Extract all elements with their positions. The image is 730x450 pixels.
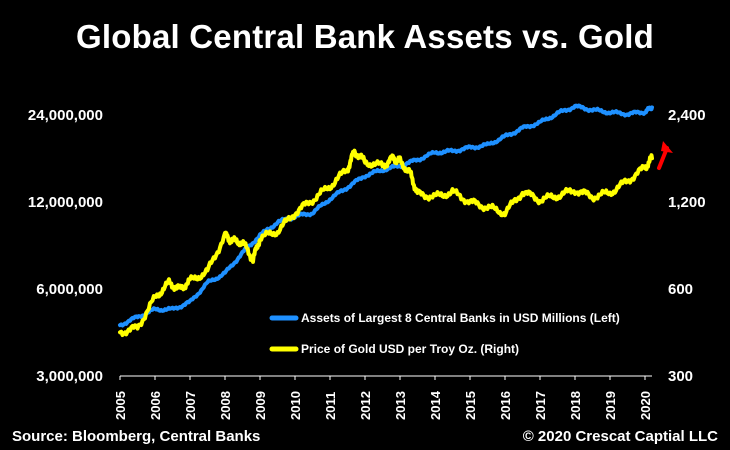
legend-label-assets: Assets of Largest 8 Central Banks in USD…: [301, 311, 620, 325]
legend-label-gold: Price of Gold USD per Troy Oz. (Right): [301, 342, 519, 356]
y-left-tick-label: 3,000,000: [36, 368, 103, 385]
x-tick-label: 2020: [638, 391, 653, 420]
x-tick-label: 2009: [253, 391, 268, 420]
x-tick-label: 2016: [498, 391, 513, 420]
y-left-tick-label: 12,000,000: [28, 194, 103, 211]
copyright-note: © 2020 Crescat Captial LLC: [522, 428, 718, 445]
y-right-tick-label: 600: [668, 281, 693, 298]
y-left-tick-label: 24,000,000: [28, 107, 103, 124]
x-tick-label: 2010: [288, 391, 303, 420]
x-tick-label: 2007: [183, 391, 198, 420]
x-tick-label: 2013: [393, 391, 408, 420]
x-tick-label: 2018: [568, 391, 583, 420]
source-note: Source: Bloomberg, Central Banks: [12, 428, 261, 445]
x-tick-label: 2011: [323, 392, 338, 420]
y-right-tick-label: 2,400: [668, 107, 706, 124]
axes: 3,000,000 6,000,000 12,000,000 24,000,000 30…: [28, 107, 706, 420]
legend: Assets of Largest 8 Central Banks in USD…: [269, 311, 620, 356]
y-right-tick-label: 1,200: [668, 194, 706, 211]
y-left-tick-label: 6,000,000: [36, 281, 103, 298]
x-tick-label: 2017: [533, 391, 548, 420]
x-tick-label: 2012: [358, 391, 373, 420]
x-tick-label: 2006: [148, 391, 163, 420]
series-line-assets: [118, 103, 654, 328]
y-right-tick-label: 300: [668, 368, 693, 385]
series-line-gold: [118, 148, 654, 337]
x-tick-label: 2008: [218, 391, 233, 420]
chart-title: Global Central Bank Assets vs. Gold: [76, 18, 654, 55]
x-tick-label: 2015: [463, 391, 478, 420]
x-tick-label: 2014: [428, 390, 443, 420]
red-up-arrow-icon: [657, 141, 673, 170]
series-lines: [118, 103, 654, 337]
x-tick-label: 2005: [113, 391, 128, 420]
x-tick-label: 2019: [603, 391, 618, 420]
